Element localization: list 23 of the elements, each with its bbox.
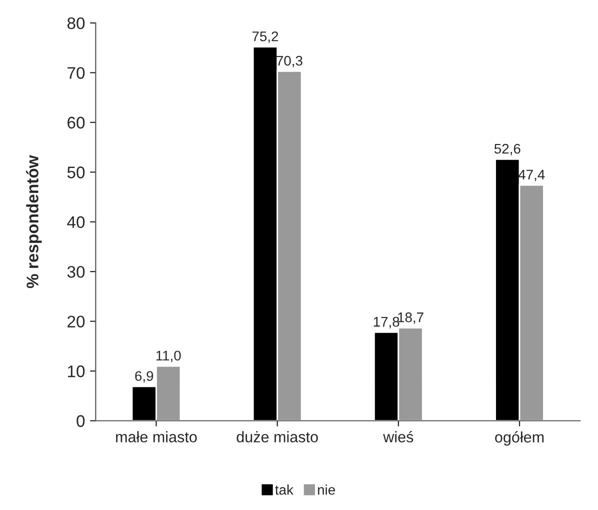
data-label: 70,3: [276, 56, 302, 68]
y-tick-label: 40: [67, 216, 85, 228]
y-tick-label: 50: [67, 166, 85, 178]
data-label: 52,6: [494, 144, 520, 156]
legend-label: nie: [318, 484, 335, 495]
data-label: 17,8: [374, 316, 400, 328]
data-label: 11,0: [156, 350, 181, 362]
y-tick-label: 0: [76, 415, 85, 427]
x-tick-label: małe miasto: [116, 431, 197, 442]
y-tick-label: 10: [68, 365, 85, 378]
y-tick-label: 20: [68, 316, 85, 328]
y-tick-label: 80: [67, 17, 85, 30]
y-tick-label: 70: [68, 67, 85, 79]
data-label: 6,9: [135, 371, 154, 383]
x-tick-label: duże miasto: [236, 431, 318, 442]
y-axis-title: % respondentów: [26, 155, 42, 288]
legend-label: tak: [275, 484, 294, 495]
y-tick-label: 60: [68, 116, 85, 129]
x-tick-label: wieś: [383, 430, 414, 442]
data-label: 18,7: [398, 312, 424, 324]
data-label: 75,2: [252, 31, 278, 43]
y-tick-label: 30: [67, 266, 85, 278]
x-tick-label: ogółem: [495, 431, 544, 446]
